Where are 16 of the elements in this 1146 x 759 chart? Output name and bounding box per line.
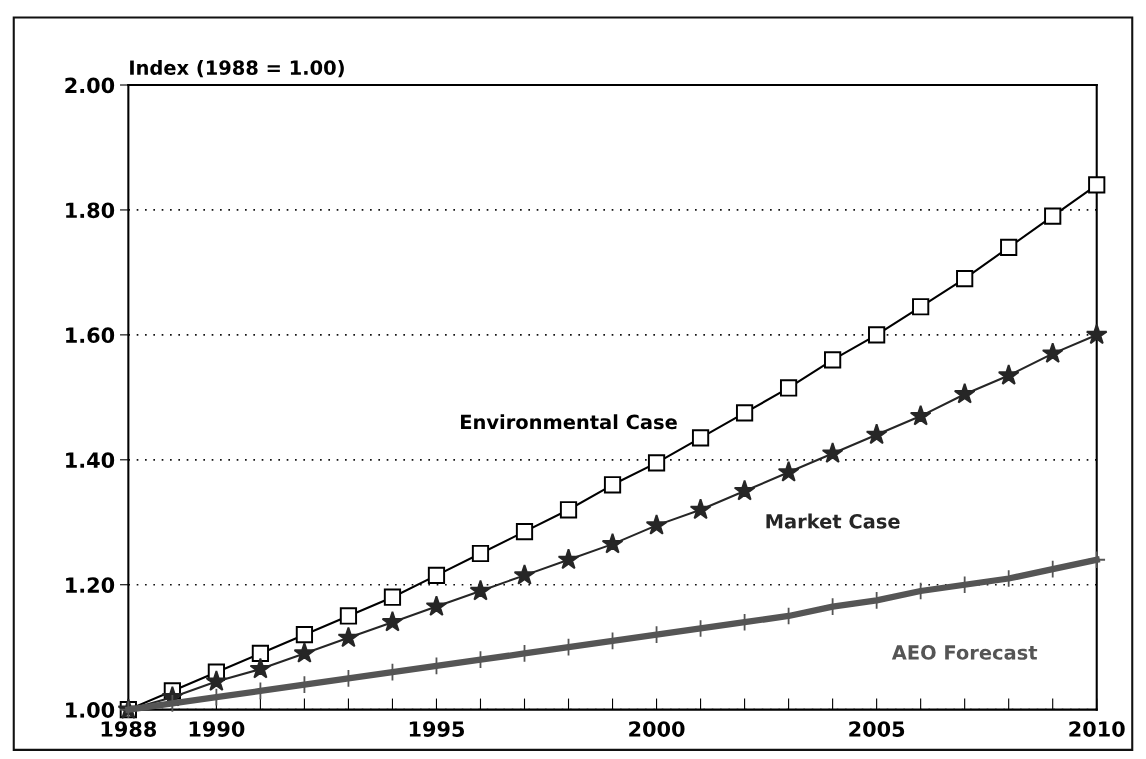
series-label: Environmental Case <box>461 414 677 430</box>
y-tick-label: 1.20 <box>66 577 115 593</box>
x-tick-label: 1988 <box>101 721 157 737</box>
y-tick-label: 1.60 <box>66 327 115 344</box>
y-tick-label: 2.00 <box>65 77 115 94</box>
y-tick-label: 1.80 <box>66 202 115 219</box>
text: AEO Forecast <box>891 645 1038 660</box>
x-tick-label: 1995 <box>409 721 465 737</box>
series-label: Market Case <box>766 513 900 529</box>
x-tick-label: 2005 <box>849 721 905 737</box>
y-axis-title: Index (1988 = 1.00) <box>130 59 344 78</box>
x-tick-label: 2010 <box>1069 721 1125 737</box>
y-tick-label: 1.00 <box>66 702 115 718</box>
x-tick-label: 2000 <box>629 721 685 737</box>
x-tick-label: 1990 <box>189 721 245 737</box>
y-tick-label: 1.40 <box>66 452 115 469</box>
